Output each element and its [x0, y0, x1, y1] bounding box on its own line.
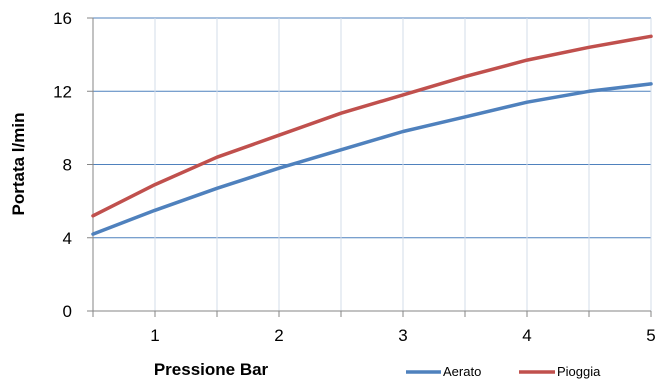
y-tick-label: 4 — [63, 229, 72, 248]
series-line-aerato — [91, 82, 653, 236]
series-line-pioggia — [91, 34, 653, 218]
legend-label-aerato: Aerato — [443, 364, 481, 379]
y-tick-label: 16 — [53, 9, 72, 28]
x-tick-label: 2 — [274, 326, 283, 345]
series-layer — [91, 34, 653, 236]
x-tick-label: 3 — [398, 326, 407, 345]
x-tick-label: 5 — [646, 326, 655, 345]
y-tick-label: 0 — [63, 302, 72, 321]
x-tick-label: 1 — [150, 326, 159, 345]
y-tick-label: 8 — [63, 156, 72, 175]
legend-label-pioggia: Pioggia — [557, 364, 601, 379]
y-axis-title: Portata l/min — [9, 113, 28, 216]
axis-layer — [87, 17, 652, 317]
y-tick-label: 12 — [53, 82, 72, 101]
legend: Aerato Pioggia — [406, 364, 601, 379]
grid-layer — [93, 17, 652, 311]
x-tick-label: 4 — [522, 326, 531, 345]
x-axis-title: Pressione Bar — [154, 360, 269, 379]
